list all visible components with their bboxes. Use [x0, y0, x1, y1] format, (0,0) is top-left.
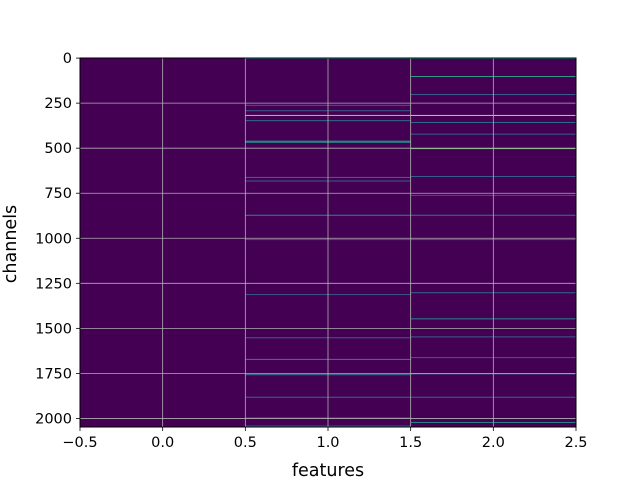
y-axis-label: channels — [1, 205, 21, 283]
y-tick-label: 250 — [44, 96, 72, 112]
x-axis: −0.5 0.0 0.5 1.0 1.5 2.0 2.5 — [62, 427, 588, 451]
y-axis: 0 250 500 750 1000 1250 1500 1750 2000 — [35, 51, 80, 427]
x-tick-label: −0.5 — [62, 435, 97, 451]
x-tick-label: 0.0 — [151, 435, 174, 451]
x-tick-label: 2.0 — [482, 435, 505, 451]
x-tick-label: 1.0 — [316, 435, 339, 451]
y-tick-label: 1500 — [35, 321, 72, 337]
y-tick-label: 0 — [63, 51, 72, 67]
y-tick-label: 1250 — [35, 276, 72, 292]
y-tick-label: 2000 — [35, 411, 72, 427]
x-axis-label: features — [292, 461, 364, 480]
y-tick-label: 750 — [44, 186, 72, 202]
x-tick-label: 1.5 — [399, 435, 422, 451]
y-tick-label: 500 — [44, 141, 72, 157]
x-tick-label: 0.5 — [234, 435, 257, 451]
x-tick-label: 2.5 — [564, 435, 587, 451]
y-tick-label: 1750 — [35, 366, 72, 382]
y-tick-label: 1000 — [35, 231, 72, 247]
